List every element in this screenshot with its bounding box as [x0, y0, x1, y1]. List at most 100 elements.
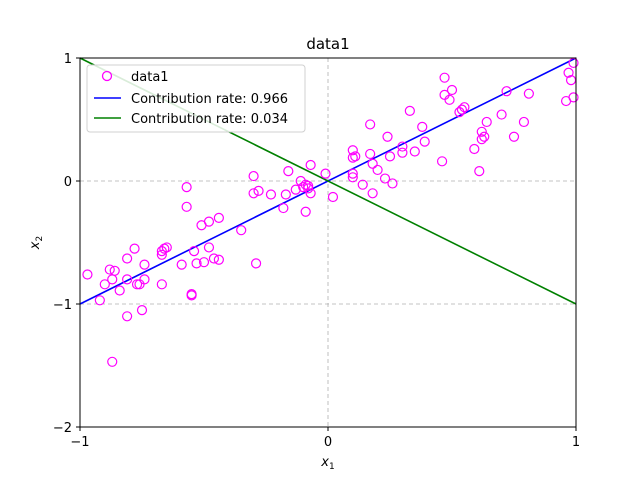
y-tick-label-1: −1 — [53, 298, 72, 313]
data-point-77 — [436, 156, 448, 167]
data-point-58 — [350, 151, 361, 162]
data-point-78 — [439, 72, 450, 83]
data-point-17 — [156, 249, 167, 260]
data-point-49 — [300, 206, 311, 217]
data-point-65 — [367, 188, 378, 199]
data-point-43 — [280, 189, 291, 200]
data-point-74 — [409, 146, 420, 157]
data-point-99 — [568, 92, 579, 103]
data-point-3 — [104, 264, 115, 275]
data-point-38 — [248, 188, 259, 199]
data-point-31 — [203, 242, 215, 253]
data-point-81 — [446, 84, 458, 96]
data-point-23 — [181, 182, 192, 193]
data-point-24 — [181, 201, 192, 212]
data-point-64 — [367, 158, 378, 169]
data-point-72 — [397, 141, 408, 152]
data-point-0 — [82, 269, 93, 280]
data-point-54 — [320, 168, 331, 179]
x-tick-label-2: 1 — [572, 435, 580, 450]
data-point-57 — [347, 145, 358, 156]
data-point-71 — [397, 147, 408, 158]
data-point-97 — [563, 67, 574, 78]
y-tick-label-2: 0 — [64, 175, 72, 190]
legend-label-data1: data1 — [131, 70, 169, 85]
data-point-83 — [456, 104, 468, 115]
data-point-14 — [136, 305, 148, 316]
data-point-68 — [382, 131, 393, 142]
data-point-60 — [347, 172, 358, 183]
data-point-9 — [122, 274, 133, 285]
y-axis-label-subscript: 2 — [35, 236, 45, 242]
data-point-63 — [365, 119, 376, 130]
y-tick-label-0: −2 — [53, 421, 72, 436]
data-point-75 — [417, 121, 428, 132]
data-point-10 — [122, 311, 133, 322]
legend-box — [86, 64, 306, 133]
data-point-42 — [278, 202, 289, 214]
data-point-90 — [481, 116, 492, 128]
data-point-16 — [139, 274, 150, 285]
data-point-22 — [176, 259, 187, 270]
data-point-88 — [476, 134, 487, 145]
data-point-5 — [109, 265, 120, 276]
data-point-89 — [479, 131, 490, 142]
data-point-40 — [253, 185, 264, 196]
data-point-76 — [419, 136, 430, 147]
data-point-50 — [303, 180, 314, 192]
data-point-87 — [476, 126, 487, 137]
data-point-27 — [188, 246, 200, 257]
data-point-62 — [365, 148, 376, 160]
data-point-92 — [501, 86, 512, 97]
data-point-70 — [387, 178, 398, 189]
x-axis-label-main: x — [320, 455, 329, 470]
data-point-15 — [139, 259, 150, 270]
data-point-45 — [290, 184, 301, 195]
data-point-44 — [283, 166, 294, 177]
data-point-55 — [327, 191, 339, 203]
data-point-36 — [236, 225, 247, 236]
legend: data1 Contribution rate: 0.966 Contribut… — [86, 64, 306, 133]
data-point-8 — [122, 253, 133, 264]
data-point-91 — [496, 109, 507, 120]
data-point-73 — [404, 105, 415, 116]
chart-title: data1 — [306, 35, 349, 53]
data-point-53 — [305, 159, 316, 171]
data-point-93 — [508, 131, 520, 142]
data-point-56 — [347, 152, 358, 163]
data-point-7 — [114, 285, 125, 296]
data-point-52 — [305, 188, 316, 199]
data-point-47 — [298, 182, 309, 193]
data-point-51 — [303, 183, 314, 194]
x-axis-label-subscript: 1 — [329, 462, 335, 472]
data-point-1 — [94, 295, 105, 306]
data-point-85 — [469, 143, 480, 155]
data-point-94 — [518, 116, 530, 128]
data-point-11 — [129, 243, 140, 254]
data-point-37 — [248, 170, 259, 182]
data-point-32 — [203, 216, 215, 227]
data-point-61 — [357, 179, 368, 190]
x-axis-label: x1 — [320, 455, 334, 472]
data-point-66 — [372, 164, 383, 176]
y-axis-label: x2 — [28, 236, 45, 250]
data-point-2 — [99, 279, 110, 290]
data-point-80 — [444, 94, 455, 105]
data-point-34 — [213, 254, 224, 265]
scatter-points — [82, 57, 579, 367]
y-tick-label-3: 1 — [64, 52, 72, 67]
data-point-84 — [459, 102, 470, 113]
y-axis-label-main: x — [28, 241, 43, 250]
x-tick-label-1: 0 — [324, 435, 332, 450]
data-point-30 — [198, 257, 210, 268]
data-point-12 — [131, 279, 143, 290]
data-point-67 — [379, 173, 391, 184]
data-point-69 — [384, 151, 396, 162]
data-point-59 — [347, 168, 358, 179]
data-point-21 — [161, 242, 172, 253]
data-point-26 — [186, 289, 197, 300]
legend-marker-data1 — [101, 70, 113, 82]
data-point-35 — [213, 212, 224, 223]
data-point-86 — [474, 166, 485, 177]
